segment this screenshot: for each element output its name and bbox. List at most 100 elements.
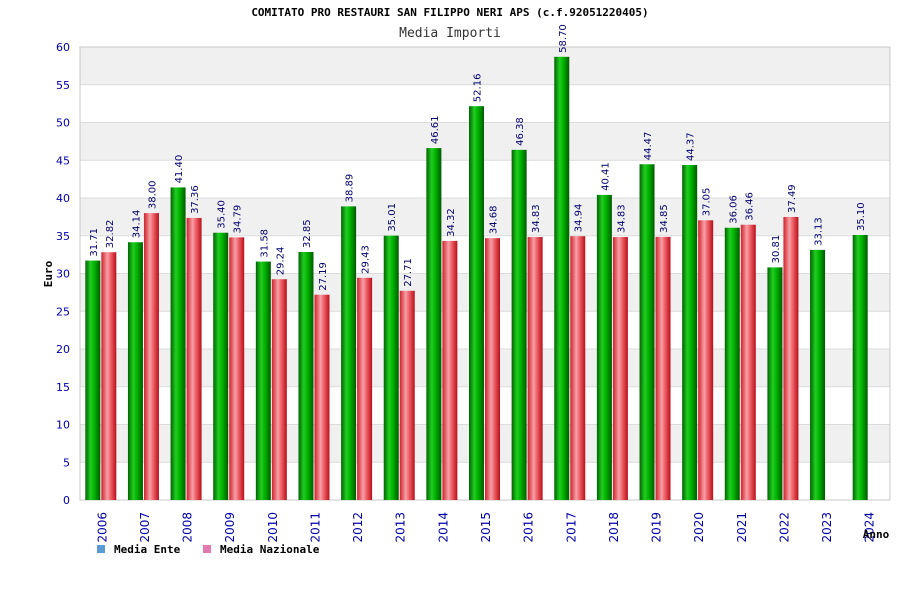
bar-media-nazionale xyxy=(186,217,202,500)
bar-media-nazionale xyxy=(314,294,330,500)
bar-media-ente xyxy=(852,234,868,500)
x-tick-label: 2021 xyxy=(735,512,749,543)
bar-media-ente xyxy=(383,235,399,500)
legend: Media Ente Media Nazionale xyxy=(97,543,320,556)
data-label: 29.24 xyxy=(275,247,286,276)
y-tick-label: 15 xyxy=(56,381,70,394)
bar-media-ente xyxy=(682,165,698,500)
y-tick-label: 40 xyxy=(56,192,70,205)
x-tick-label: 2022 xyxy=(777,512,791,543)
x-tick-label: 2006 xyxy=(95,512,109,543)
data-label: 34.14 xyxy=(131,210,142,239)
data-label: 58.70 xyxy=(558,24,569,53)
data-label: 44.47 xyxy=(643,132,654,161)
data-label: 34.83 xyxy=(531,204,542,233)
bar-media-nazionale xyxy=(143,213,159,500)
data-label: 31.58 xyxy=(259,229,270,258)
bar-media-ente xyxy=(810,249,826,500)
grid-band xyxy=(80,160,890,198)
bar-media-nazionale xyxy=(698,220,714,500)
bar-media-ente xyxy=(85,260,101,500)
x-tick-label: 2017 xyxy=(564,512,578,543)
data-label: 34.94 xyxy=(574,204,585,233)
data-label: 33.13 xyxy=(814,217,825,246)
data-label: 36.46 xyxy=(744,192,755,221)
legend-label-media-ente: Media Ente xyxy=(114,543,181,556)
y-tick-label: 5 xyxy=(63,456,70,469)
y-tick-label: 20 xyxy=(56,343,70,356)
legend-label-media-nazionale: Media Nazionale xyxy=(220,543,320,556)
bar-media-nazionale xyxy=(655,236,671,500)
data-label: 27.71 xyxy=(403,258,414,287)
bar-media-ente xyxy=(554,56,570,500)
chart-title: COMITATO PRO RESTAURI SAN FILIPPO NERI A… xyxy=(251,6,648,19)
data-label: 35.40 xyxy=(217,200,228,229)
x-tick-label: 2010 xyxy=(266,512,280,543)
data-label: 35.10 xyxy=(856,202,867,231)
data-label: 34.79 xyxy=(233,205,244,234)
x-tick-label: 2016 xyxy=(522,512,536,543)
x-tick-label: 2011 xyxy=(308,512,322,543)
data-label: 38.89 xyxy=(345,174,356,203)
bar-media-nazionale xyxy=(442,240,458,500)
data-label: 37.49 xyxy=(787,184,798,213)
x-tick-label: 2009 xyxy=(223,512,237,543)
data-label: 36.06 xyxy=(728,195,739,224)
y-tick-label: 60 xyxy=(56,41,70,54)
bar-media-ente xyxy=(127,242,143,501)
data-label: 46.38 xyxy=(515,117,526,146)
y-tick-label: 0 xyxy=(63,494,70,507)
data-label: 44.37 xyxy=(686,132,697,161)
bar-media-nazionale xyxy=(271,279,287,500)
bar-media-ente xyxy=(767,267,783,500)
x-tick-label: 2018 xyxy=(607,512,621,543)
bar-media-ente xyxy=(596,194,612,501)
x-tick-label: 2013 xyxy=(394,512,408,543)
x-tick-label: 2020 xyxy=(692,512,706,543)
legend-swatch-media-nazionale xyxy=(203,545,211,553)
bar-media-nazionale xyxy=(357,277,373,500)
data-label: 32.82 xyxy=(105,220,116,249)
bar-media-ente xyxy=(724,227,740,500)
data-label: 52.16 xyxy=(473,74,484,103)
data-labels: 31.71 32.82 34.14 38.00 41.40 37.36 35.40 34.79… xyxy=(89,24,867,291)
data-label: 34.68 xyxy=(489,206,500,235)
y-tick-label: 50 xyxy=(56,117,70,130)
data-label: 35.01 xyxy=(387,203,398,232)
y-tick-label: 30 xyxy=(56,268,70,281)
grid-band xyxy=(80,122,890,161)
x-axis-label: Anno xyxy=(863,528,890,541)
bar-series xyxy=(85,56,868,501)
data-label: 31.71 xyxy=(89,228,100,257)
bar-media-ente xyxy=(469,106,484,500)
x-tick-label: 2012 xyxy=(351,512,365,543)
bar-media-nazionale xyxy=(612,237,628,500)
data-label: 37.36 xyxy=(190,185,201,214)
bar-media-ente xyxy=(298,251,314,500)
data-label: 34.85 xyxy=(659,204,670,233)
bar-media-nazionale xyxy=(101,252,117,500)
bar-media-ente xyxy=(341,206,357,500)
y-axis-label: Euro xyxy=(42,260,55,287)
data-label: 34.83 xyxy=(616,204,627,233)
y-tick-label: 25 xyxy=(56,305,70,318)
y-tick-label: 55 xyxy=(56,79,70,92)
data-label: 40.41 xyxy=(600,162,611,191)
x-tick-label: 2015 xyxy=(479,512,493,543)
data-label: 46.61 xyxy=(430,115,441,144)
bar-media-nazionale xyxy=(740,224,756,501)
bar-media-ente xyxy=(170,187,186,500)
bar-media-nazionale xyxy=(485,238,500,500)
bar-media-ente xyxy=(213,232,229,501)
data-label: 27.19 xyxy=(318,262,329,291)
x-tick-label: 2007 xyxy=(138,512,152,543)
data-label: 32.85 xyxy=(302,219,313,248)
y-tick-label: 10 xyxy=(56,419,70,432)
bar-media-ente xyxy=(639,164,655,500)
legend-swatch-media-ente xyxy=(97,545,105,553)
y-tick-label: 35 xyxy=(56,230,70,243)
data-label: 41.40 xyxy=(174,155,185,184)
x-tick-label: 2019 xyxy=(650,512,664,543)
x-axis-ticks: 2006 2007 2008 2009 2010 2011 2012 2013 2014 2015… xyxy=(95,512,876,543)
